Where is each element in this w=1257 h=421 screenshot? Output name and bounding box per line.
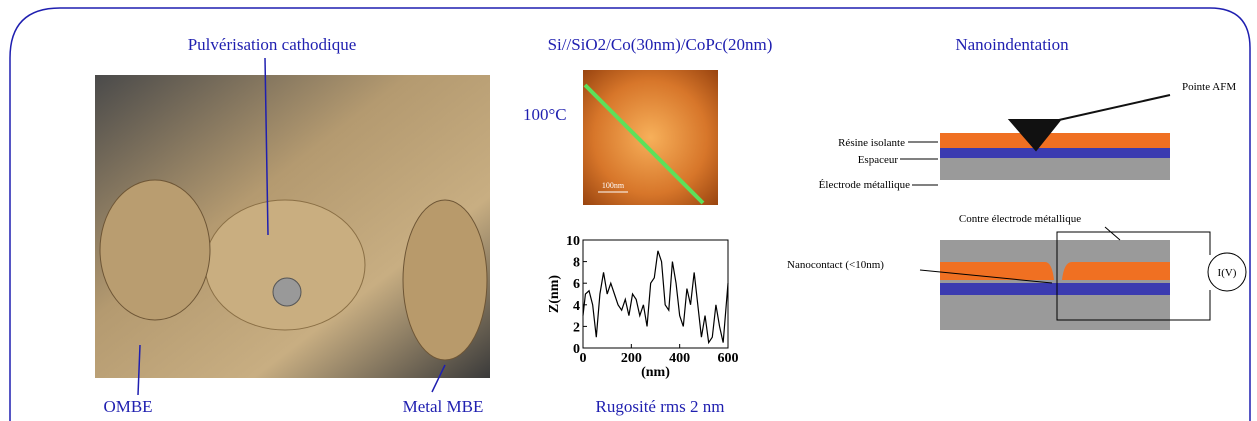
label: Contre électrode métallique xyxy=(959,213,1081,225)
y-tick-label: 2 xyxy=(573,320,580,335)
label: Espaceur xyxy=(858,154,899,166)
y-tick-label: 10 xyxy=(566,234,580,249)
pointer xyxy=(1105,227,1120,240)
y-tick-label: 8 xyxy=(573,256,580,271)
label: OMBE xyxy=(103,397,152,416)
x-axis-label: (nm) xyxy=(641,365,670,380)
label: Nanocontact (<10nm) xyxy=(787,259,884,271)
meter-label: I(V) xyxy=(1218,267,1237,279)
layer xyxy=(940,283,1170,295)
profile xyxy=(583,251,728,343)
slide: Pulvérisation cathodique OMBE Metal MBE … xyxy=(0,0,1257,421)
chamber xyxy=(403,200,487,360)
flange xyxy=(273,278,301,306)
layer xyxy=(940,148,1170,158)
x-tick-label: 400 xyxy=(669,351,690,366)
x-tick-label: 600 xyxy=(718,351,739,366)
y-tick-label: 4 xyxy=(573,299,580,314)
plot-frame xyxy=(583,240,728,348)
y-tick-label: 6 xyxy=(573,277,580,292)
chamber xyxy=(205,200,365,330)
chamber xyxy=(100,180,210,320)
layer xyxy=(940,158,1170,180)
temperature: 100°C xyxy=(523,105,567,124)
caption: Rugosité rms 2 nm xyxy=(596,397,725,416)
x-tick-label: 200 xyxy=(621,351,642,366)
layer xyxy=(940,133,1170,148)
label: Pointe AFM xyxy=(1182,81,1236,93)
nano-title: Nanoindentation xyxy=(955,35,1069,54)
label: Metal MBE xyxy=(403,397,484,416)
photo-title: Pulvérisation cathodique xyxy=(188,35,357,54)
label: Électrode métallique xyxy=(819,179,910,191)
label: Résine isolante xyxy=(838,137,905,149)
x-tick-label: 0 xyxy=(580,351,587,366)
afm-title: Si//SiO2/Co(30nm)/CoPc(20nm) xyxy=(548,35,773,54)
y-axis-label: Z(nm) xyxy=(547,275,562,313)
scale-label: 100nm xyxy=(602,181,625,190)
